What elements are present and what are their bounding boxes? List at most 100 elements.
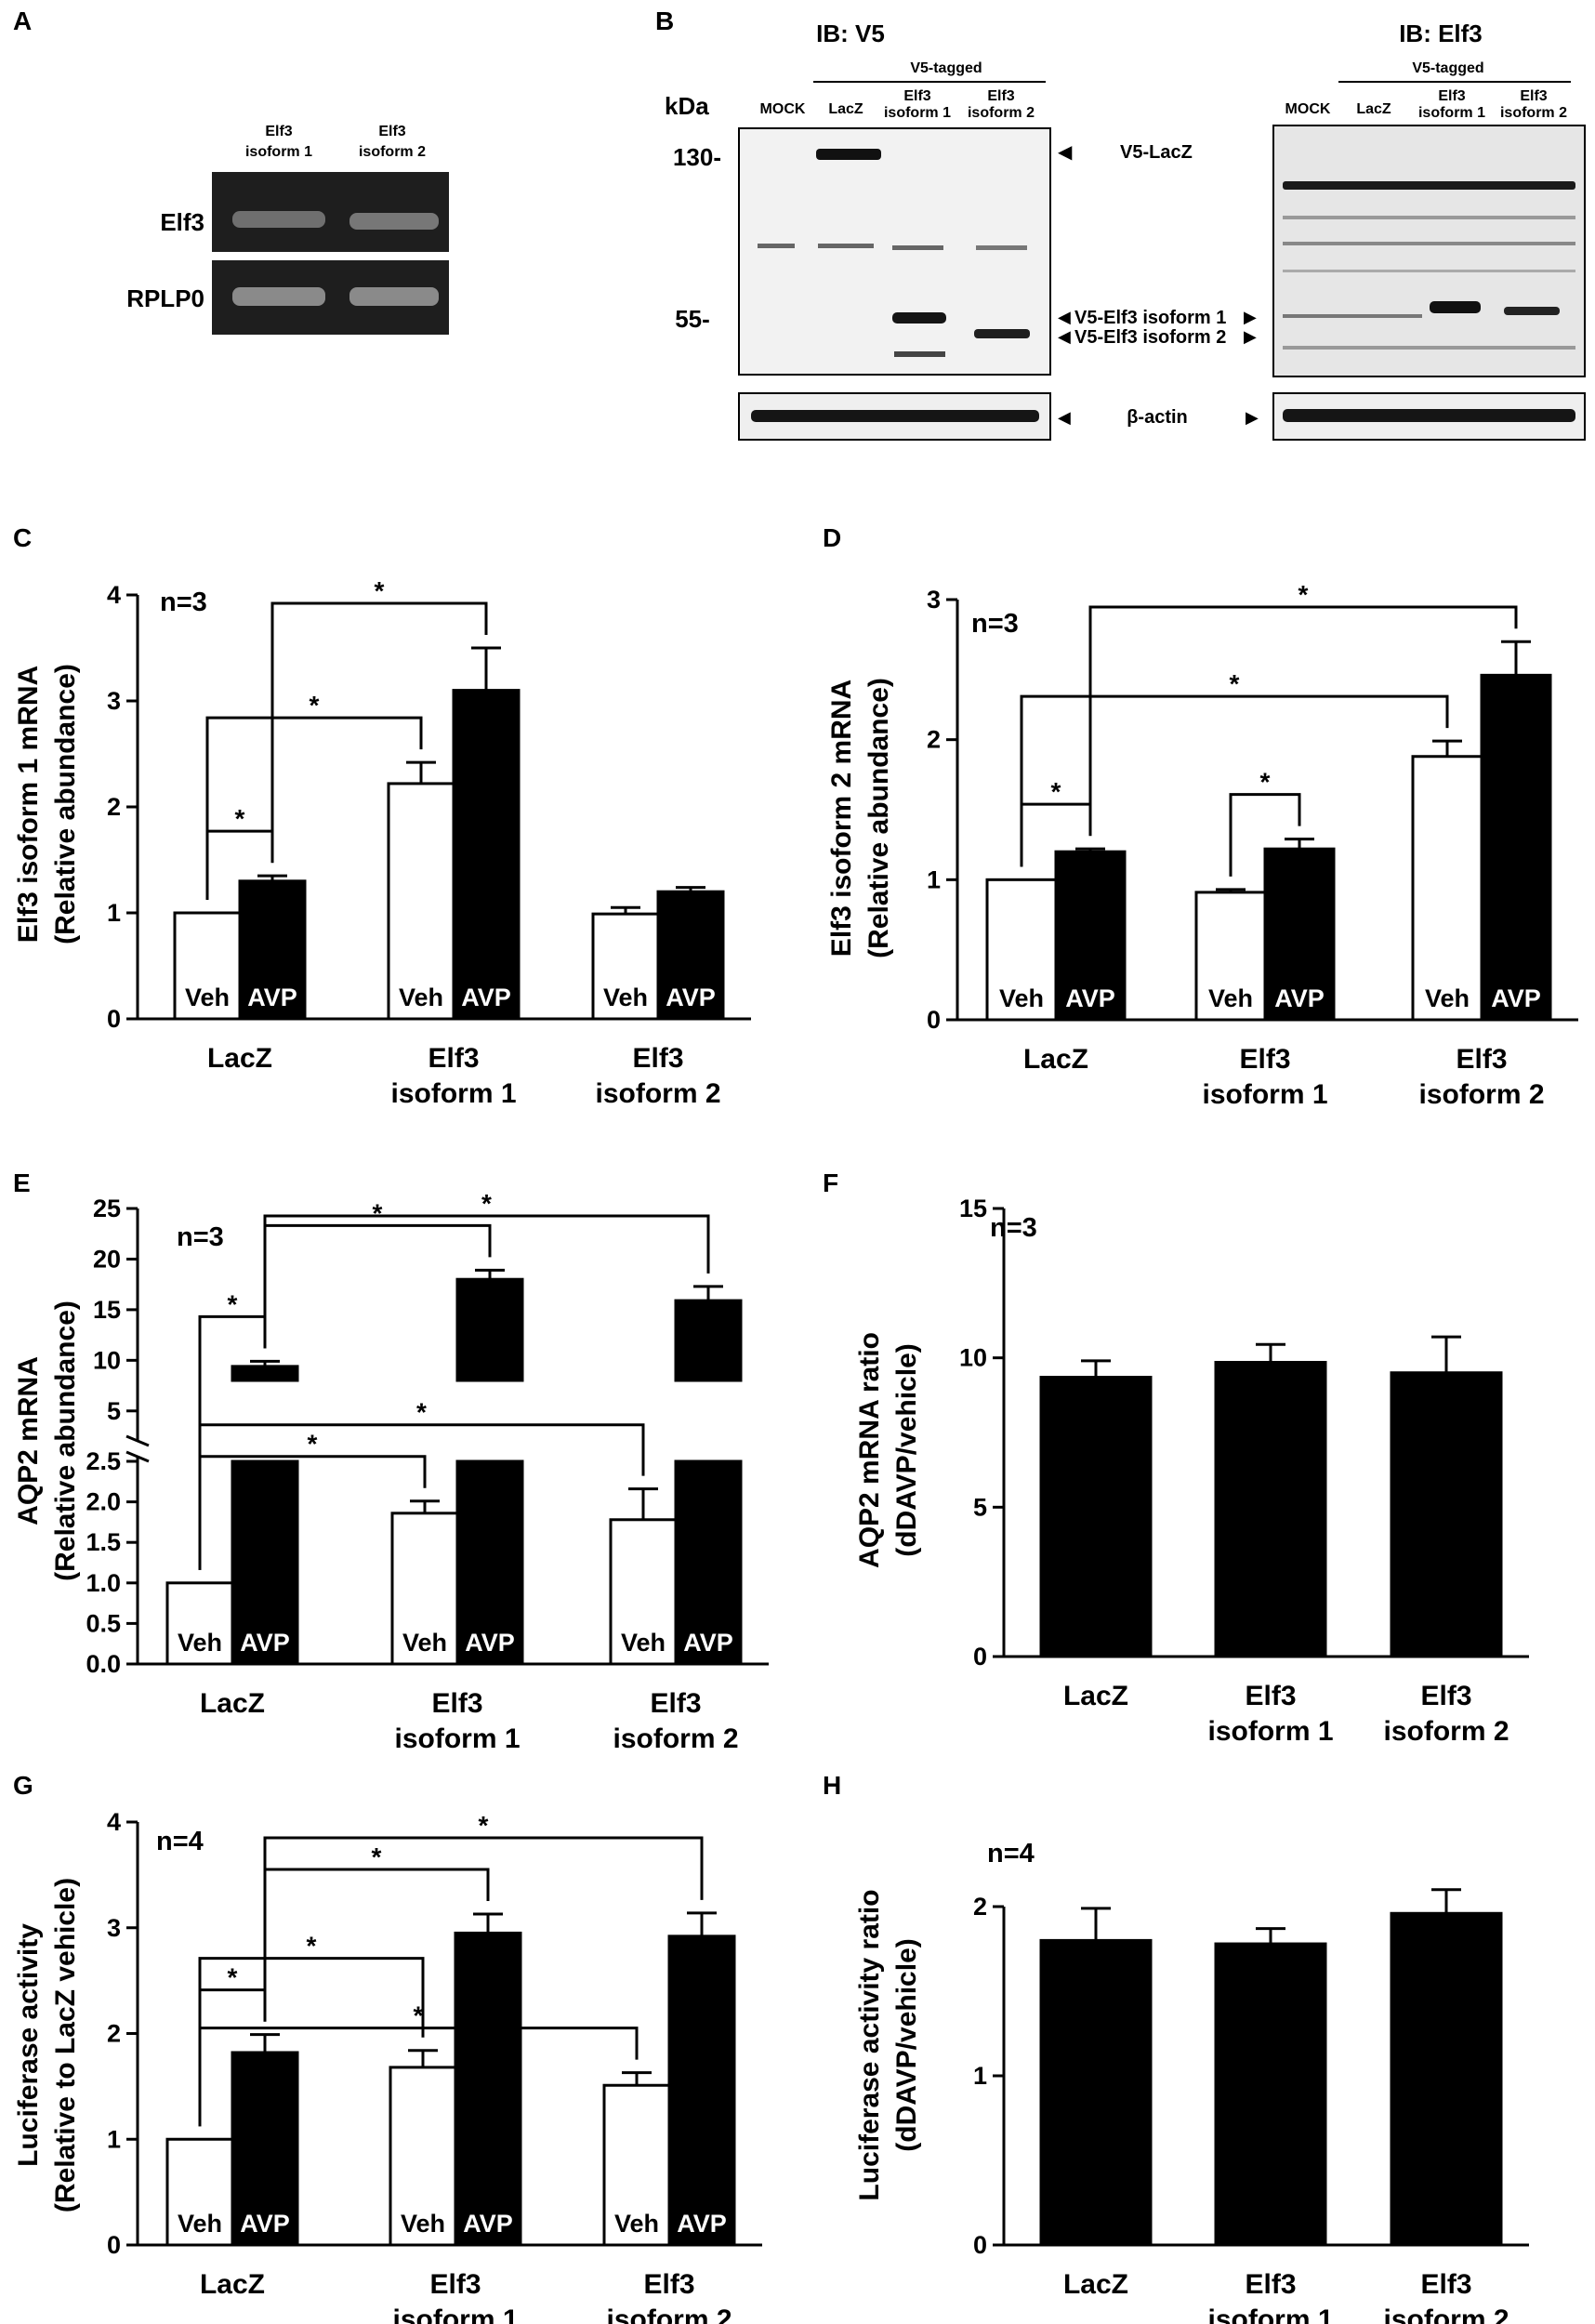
- g-category-label: isoform 2: [606, 2304, 732, 2324]
- e-ytick-label: 0.0: [86, 1650, 121, 1678]
- g-plot: 0 1 2 3 4 LacZ Elf3 isoform 1 Elf3 isoform 2 Veh Ve…: [107, 1808, 762, 2324]
- g-bar-label-veh: Veh: [178, 2210, 222, 2238]
- band-actin-right: [1283, 409, 1575, 422]
- e-bar-label-veh: Veh: [402, 1629, 447, 1657]
- f-ytick-label: 0: [973, 1643, 987, 1670]
- arrow-iso2-right: ▶: [1244, 327, 1257, 346]
- g-sig-star-5: *: [479, 1811, 489, 1840]
- c-bar-label-avp: AVP: [247, 984, 297, 1011]
- h-ylabel-line2: (dDAVP/vehicle): [891, 1938, 922, 2152]
- d-bar-veh-1: [985, 878, 1058, 1022]
- blot-title-elf3: IB: Elf3: [1399, 20, 1483, 47]
- panel-h: H Luciferase activity ratio (dDAVP/vehic…: [823, 1771, 1529, 2324]
- lane-mock-right: MOCK: [1285, 101, 1331, 117]
- d-plot: 0 1 2 3 LacZ Elf3 isoform 1 Elf3 isoform 2 Veh Veh…: [927, 580, 1578, 1110]
- e-category-label: isoform 1: [394, 1723, 520, 1754]
- d-sig-star-4: *: [1298, 580, 1309, 609]
- gel-band: [349, 213, 439, 230]
- h-bar-ratio-3: [1390, 1911, 1503, 2247]
- f-plot: 0 5 10 15 LacZ Elf3 isoform 1 Elf3 isoform 2: [959, 1195, 1529, 1747]
- g-ytick-label: 2: [107, 2020, 121, 2048]
- panel-c: C Elf3 isoform 1 mRNA (Relative abundanc…: [13, 523, 751, 1109]
- arrow-v5-lacz: ◀: [1058, 142, 1073, 163]
- c-sig-bracket-2: [205, 716, 423, 900]
- g-ylabel-line1: Luciferase activity: [13, 1923, 44, 2167]
- gel-band: [232, 211, 325, 228]
- e-ylabel-line1: AQP2 mRNA: [13, 1356, 44, 1525]
- g-bar-label-avp: AVP: [240, 2210, 290, 2238]
- label-v5-iso2: V5-Elf3 isoform 2: [1074, 327, 1226, 348]
- d-sig-bracket-2: [1229, 793, 1301, 877]
- d-ylabel-line2: (Relative abundance): [863, 678, 894, 958]
- blot-elf3: [1272, 125, 1586, 377]
- e-bar-avp-2-upper: [455, 1277, 524, 1382]
- band-v5-iso1: [892, 312, 946, 324]
- d-category-label: isoform 1: [1202, 1079, 1327, 1110]
- blot-band: [1283, 216, 1575, 219]
- e-sig-star-2: *: [308, 1430, 318, 1459]
- band-elf3-iso1: [1430, 301, 1481, 313]
- g-bar-label-veh: Veh: [614, 2210, 659, 2238]
- d-category-label: isoform 2: [1418, 1079, 1544, 1110]
- g-bar-avp-2: [454, 1931, 522, 2247]
- e-bar-avp-2-lower: [455, 1459, 524, 1666]
- gel-band: [232, 287, 325, 306]
- blot-band: [894, 351, 945, 357]
- blot-band: [818, 244, 874, 248]
- h-n-label: n=4: [987, 1839, 1035, 1868]
- v5-tagged-label: V5-tagged: [910, 60, 982, 76]
- lane-iso1-right-line2: isoform 1: [1418, 105, 1485, 121]
- c-bar-veh-2: [387, 782, 455, 1021]
- e-sig-star-1: *: [228, 1289, 238, 1318]
- panel-a: A Elf3 isoform 1 Elf3 isoform 2 Elf3 RPL…: [13, 7, 449, 335]
- band-elf3-iso2: [1504, 307, 1560, 315]
- f-category-label: Elf3: [1420, 1681, 1471, 1711]
- lane-iso2-right-line1: Elf3: [1520, 88, 1547, 104]
- label-v5-lacz: V5-LacZ: [1120, 142, 1193, 163]
- f-ylabel-line2: (dDAVP/vehicle): [891, 1343, 922, 1557]
- c-category-label: Elf3: [428, 1043, 479, 1074]
- gel-row-rplp0: RPLP0: [126, 284, 204, 312]
- c-ytick-label: 3: [107, 687, 121, 715]
- c-bar-avp-3: [656, 890, 725, 1021]
- d-bar-label-veh: Veh: [1425, 984, 1470, 1012]
- gel-col1-line2: isoform 1: [245, 144, 312, 160]
- arrow-iso2-left: ◀: [1058, 327, 1071, 346]
- e-ytick-label: 25: [93, 1195, 121, 1222]
- d-category-label: Elf3: [1456, 1044, 1507, 1075]
- f-ytick-label: 5: [973, 1493, 987, 1521]
- d-sig-star-1: *: [1051, 777, 1061, 806]
- lane-lacz: LacZ: [828, 101, 863, 117]
- lane-iso2-line1: Elf3: [987, 88, 1014, 104]
- label-actin: β-actin: [1127, 407, 1188, 428]
- panel-label-e: E: [13, 1169, 31, 1197]
- band-actin: [751, 410, 1039, 422]
- f-category-label: isoform 1: [1207, 1716, 1333, 1747]
- g-sig-bracket-5: [263, 1836, 704, 2022]
- c-sig-star-2: *: [310, 691, 320, 720]
- h-plot: 0 1 2 LacZ Elf3 isoform 1 Elf3 isoform 2: [973, 1888, 1529, 2324]
- c-ytick-label: 2: [107, 793, 121, 821]
- blot-title-v5: IB: V5: [816, 20, 885, 47]
- c-bar-label-avp: AVP: [666, 984, 716, 1011]
- d-bar-avp-2: [1263, 847, 1336, 1022]
- h-category-label: LacZ: [1063, 2269, 1128, 2300]
- f-bar-ratio-3: [1390, 1371, 1503, 1658]
- c-bar-avp-1: [238, 879, 307, 1021]
- arrow-actin-left: ◀: [1058, 408, 1071, 427]
- g-sig-star-1: *: [228, 1963, 238, 1992]
- c-category-label: LacZ: [207, 1043, 272, 1074]
- h-bar-ratio-1: [1039, 1938, 1153, 2247]
- e-bar-label-avp: AVP: [240, 1629, 290, 1657]
- c-ytick-label: 0: [107, 1005, 121, 1033]
- e-n-label: n=3: [177, 1222, 224, 1252]
- blot-band: [892, 245, 943, 250]
- e-ytick-label: 5: [107, 1397, 121, 1425]
- c-n-label: n=3: [160, 588, 207, 617]
- blot-band: [1283, 270, 1575, 272]
- panel-label-b: B: [655, 7, 674, 35]
- d-n-label: n=3: [971, 609, 1019, 639]
- arrow-iso1-right: ▶: [1244, 308, 1257, 326]
- e-sig-bracket-5: [263, 1214, 710, 1349]
